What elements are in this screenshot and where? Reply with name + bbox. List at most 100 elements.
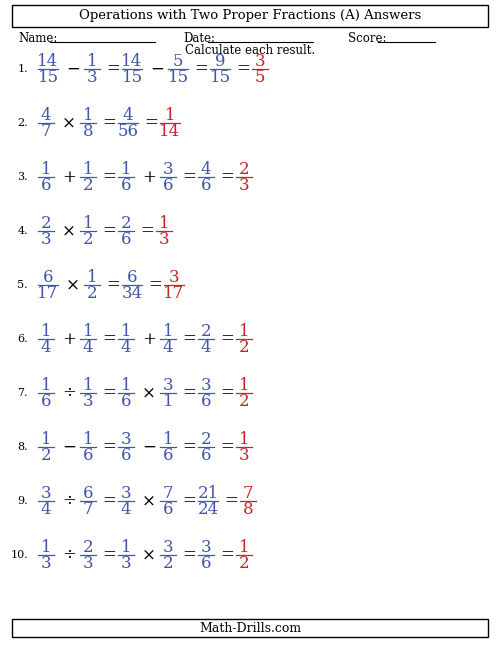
Text: 6: 6 [201, 177, 211, 193]
Text: 6: 6 [201, 446, 211, 463]
Text: 4: 4 [120, 501, 132, 518]
Text: 4: 4 [122, 107, 134, 124]
Text: 1: 1 [162, 393, 173, 410]
Text: 6: 6 [41, 393, 51, 410]
Text: 6.: 6. [18, 334, 28, 344]
Text: ×: × [142, 492, 156, 509]
Text: 7: 7 [40, 122, 52, 140]
Text: 1: 1 [82, 322, 94, 340]
Text: 3: 3 [168, 269, 179, 285]
Text: =: = [106, 61, 120, 78]
Text: 1.: 1. [18, 64, 28, 74]
Text: 6: 6 [163, 501, 173, 518]
Text: 34: 34 [122, 285, 142, 302]
Text: 8.: 8. [18, 442, 28, 452]
Text: 24: 24 [198, 501, 218, 518]
Text: 1: 1 [238, 322, 250, 340]
Text: 6: 6 [121, 230, 131, 248]
Text: +: + [62, 168, 76, 186]
Text: 5: 5 [255, 69, 265, 85]
Text: 15: 15 [168, 69, 188, 85]
Text: 2: 2 [238, 554, 250, 571]
Text: =: = [102, 168, 116, 186]
Text: =: = [220, 168, 234, 186]
Text: 1: 1 [120, 160, 132, 177]
Text: 3: 3 [162, 377, 173, 393]
Text: =: = [102, 492, 116, 509]
Text: 1: 1 [238, 377, 250, 393]
Text: 1: 1 [158, 215, 170, 232]
Text: 3: 3 [120, 554, 132, 571]
Text: 7.: 7. [18, 388, 28, 398]
Text: =: = [220, 331, 234, 347]
Text: 3: 3 [158, 230, 170, 248]
Text: 9.: 9. [18, 496, 28, 506]
Text: 2: 2 [238, 338, 250, 355]
Text: 1: 1 [238, 538, 250, 556]
Text: ×: × [62, 223, 76, 239]
Text: 7: 7 [82, 501, 94, 518]
Text: +: + [142, 331, 156, 347]
Text: 3: 3 [120, 485, 132, 501]
Text: Calculate each result.: Calculate each result. [185, 43, 315, 56]
Text: Operations with Two Proper Fractions (A) Answers: Operations with Two Proper Fractions (A)… [79, 10, 421, 23]
Text: 3: 3 [82, 393, 94, 410]
Text: 14: 14 [160, 122, 180, 140]
Text: 14: 14 [38, 52, 58, 69]
Text: 3: 3 [40, 485, 52, 501]
Bar [12, 5, 488, 27]
Text: 6: 6 [163, 177, 173, 193]
Text: 7: 7 [162, 485, 173, 501]
Text: 1: 1 [162, 430, 173, 448]
Text: 1: 1 [120, 538, 132, 556]
Text: 1: 1 [40, 377, 52, 393]
Text: 3: 3 [238, 446, 250, 463]
Text: 8: 8 [82, 122, 94, 140]
Text: 6: 6 [83, 446, 93, 463]
Text: 1: 1 [82, 107, 94, 124]
Text: ×: × [66, 276, 80, 294]
Text: 3: 3 [254, 52, 266, 69]
Text: 56: 56 [118, 122, 139, 140]
Text: 1: 1 [120, 377, 132, 393]
Text: 6: 6 [201, 393, 211, 410]
Text: −: − [66, 61, 80, 78]
Text: 3: 3 [40, 230, 52, 248]
Text: =: = [182, 331, 196, 347]
Text: 6: 6 [43, 269, 53, 285]
Text: =: = [102, 384, 116, 402]
Text: 4: 4 [120, 338, 132, 355]
Text: 3: 3 [200, 538, 211, 556]
Text: 9: 9 [215, 52, 225, 69]
Text: =: = [236, 61, 250, 78]
Text: −: − [150, 61, 164, 78]
Text: 15: 15 [38, 69, 58, 85]
Text: 1: 1 [40, 322, 52, 340]
Text: 2: 2 [200, 430, 211, 448]
Text: Date:: Date: [183, 32, 215, 45]
Text: =: = [102, 439, 116, 455]
Text: 6: 6 [121, 177, 131, 193]
Text: 3: 3 [86, 69, 98, 85]
Text: =: = [182, 168, 196, 186]
Text: =: = [220, 439, 234, 455]
Text: 1: 1 [86, 52, 98, 69]
Text: 1: 1 [82, 430, 94, 448]
Text: 2: 2 [238, 393, 250, 410]
Bar [12, 619, 488, 637]
Text: 1: 1 [82, 160, 94, 177]
Text: 5.: 5. [18, 280, 28, 290]
Text: −: − [142, 439, 156, 455]
Text: 4: 4 [200, 338, 211, 355]
Text: =: = [144, 115, 158, 131]
Text: 4.: 4. [18, 226, 28, 236]
Text: 3: 3 [200, 377, 211, 393]
Text: =: = [102, 223, 116, 239]
Text: =: = [220, 384, 234, 402]
Text: 6: 6 [127, 269, 137, 285]
Text: 15: 15 [210, 69, 231, 85]
Text: 6: 6 [83, 485, 93, 501]
Text: Name:: Name: [18, 32, 58, 45]
Text: =: = [220, 547, 234, 564]
Text: 10.: 10. [10, 550, 28, 560]
